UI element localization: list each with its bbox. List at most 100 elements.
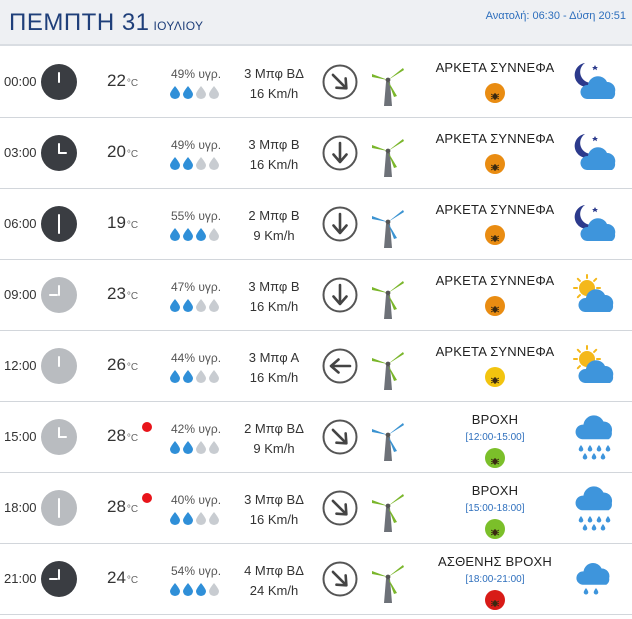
clock-hour-hand (58, 285, 60, 296)
clock-hour-hand (58, 427, 60, 438)
forecast-time: 21:00 (4, 571, 37, 586)
forecast-row: 18:00 28°C 40% υγρ. 3 Μπφ ΒΔ 16 Km/h ΒΡΟΧΗ [15… (0, 473, 632, 544)
temperature: 20°C (107, 142, 138, 162)
wind-direction-arrow-icon (322, 419, 358, 455)
forecast-time: 18:00 (4, 500, 37, 515)
wind-direction-arrow-icon (322, 206, 358, 242)
water-drop-icon (209, 512, 219, 525)
insect-risk-badge-icon[interactable] (485, 296, 505, 316)
water-drop-icon (170, 228, 180, 241)
wind-info: 3 Μπφ Α 16 Km/h (232, 348, 316, 388)
sun-cloud-icon (571, 272, 617, 318)
temperature-value: 28 (107, 497, 126, 516)
water-drop-icon (196, 370, 206, 383)
condition-label: ΑΡΚΕΤΑ ΣΥΝΝΕΦΑ (435, 344, 555, 359)
wind-info: 2 Μπφ Β 9 Km/h (232, 206, 316, 246)
humidity-drops (170, 228, 226, 242)
insect-risk-badge-icon[interactable] (485, 367, 505, 387)
water-drop-icon (209, 299, 219, 312)
temperature: 28°C (107, 497, 138, 517)
humidity-drops (170, 299, 226, 313)
clock-hour-hand (58, 498, 60, 509)
clock-hour-hand (58, 72, 60, 83)
water-drop-icon (209, 86, 219, 99)
clock-icon (41, 64, 77, 100)
insect-risk-badge-icon[interactable] (485, 83, 505, 103)
water-drop-icon (196, 512, 206, 525)
wind-info: 3 Μπφ ΒΔ 16 Km/h (232, 490, 316, 530)
temperature-value: 22 (107, 71, 126, 90)
temperature: 26°C (107, 355, 138, 375)
wind-force: 3 Μπφ Β (248, 137, 300, 152)
temperature: 28°C (107, 426, 138, 446)
temperature-value: 20 (107, 142, 126, 161)
temperature: 22°C (107, 71, 138, 91)
clock-minute-hand (58, 152, 67, 154)
humidity-drops (170, 370, 226, 384)
temperature-value: 23 (107, 284, 126, 303)
humidity-label: 42% υγρ. (171, 422, 222, 436)
insect-risk-badge-icon[interactable] (485, 225, 505, 245)
condition-label: ΑΡΚΕΤΑ ΣΥΝΝΕΦΑ (435, 60, 555, 75)
water-drop-icon (196, 86, 206, 99)
temperature-value: 26 (107, 355, 126, 374)
insect-risk-badge-icon[interactable] (485, 448, 505, 468)
alert-dot-icon[interactable] (142, 493, 152, 503)
wind-force: 3 Μπφ Β (248, 279, 300, 294)
bug-icon (490, 88, 500, 100)
insect-risk-badge-icon[interactable] (485, 154, 505, 174)
weather-condition: ΑΡΚΕΤΑ ΣΥΝΝΕΦΑ (420, 60, 570, 108)
sun-cloud-icon (571, 343, 617, 389)
forecast-row: 21:00 24°C 54% υγρ. 4 Μπφ ΒΔ 24 Km/h ΑΣΘΕΝΗΣ … (0, 544, 632, 615)
wind-turbine-icon (370, 273, 406, 319)
clock-icon (41, 490, 77, 526)
humidity-label: 40% υγρ. (171, 493, 222, 507)
wind-turbine-icon (370, 60, 406, 106)
water-drop-icon (170, 583, 180, 596)
insect-risk-badge-icon[interactable] (485, 590, 505, 610)
clock-hour-hand (58, 569, 60, 580)
moon-cloud-icon (571, 201, 617, 247)
temperature: 23°C (107, 284, 138, 304)
bug-icon (490, 453, 500, 465)
bug-icon (490, 595, 500, 607)
humidity-label: 49% υγρ. (171, 138, 222, 152)
insect-risk-badge-icon[interactable] (485, 519, 505, 539)
temperature-value: 28 (107, 426, 126, 445)
wind-direction-arrow-icon (322, 64, 358, 100)
wind-speed: 9 Km/h (253, 441, 295, 456)
condition-label: ΒΡΟΧΗ (471, 483, 519, 498)
clock-icon (41, 135, 77, 171)
wind-speed: 16 Km/h (249, 299, 299, 314)
clock-icon (41, 419, 77, 455)
condition-label: ΑΣΘΕΝΗΣ ΒΡΟΧΗ (437, 554, 553, 569)
water-drop-icon (183, 228, 193, 241)
alert-dot-icon[interactable] (142, 422, 152, 432)
water-drop-icon (170, 370, 180, 383)
water-drop-icon (209, 441, 219, 454)
clock-icon (41, 277, 77, 313)
wind-force: 3 Μπφ Α (248, 350, 300, 365)
moon-cloud-icon (571, 130, 617, 176)
wind-force: 3 Μπφ ΒΔ (244, 66, 304, 81)
wind-direction-arrow-icon (322, 490, 358, 526)
condition-time-range: [18:00-21:00] (465, 574, 525, 585)
page-title: ΠΕΜΠΤΗ 31 ΙΟΥΛΙΟΥ (9, 9, 203, 37)
wind-force: 4 Μπφ ΒΔ (244, 563, 304, 578)
water-drop-icon (183, 299, 193, 312)
forecast-time: 12:00 (4, 358, 37, 373)
water-drop-icon (183, 370, 193, 383)
clock-hour-hand (58, 143, 60, 154)
forecast-row: 15:00 28°C 42% υγρ. 2 Μπφ ΒΔ 9 Km/h ΒΡΟΧΗ [12:… (0, 402, 632, 473)
humidity-label: 54% υγρ. (171, 564, 222, 578)
humidity-drops (170, 157, 226, 171)
water-drop-icon (196, 157, 206, 170)
clock-icon (41, 561, 77, 597)
water-drop-icon (209, 228, 219, 241)
wind-turbine-icon (370, 344, 406, 390)
water-drop-icon (196, 441, 206, 454)
weather-condition: ΑΡΚΕΤΑ ΣΥΝΝΕΦΑ (420, 344, 570, 392)
wind-info: 3 Μπφ Β 16 Km/h (232, 277, 316, 317)
bug-icon (490, 301, 500, 313)
wind-direction-arrow-icon (322, 348, 358, 384)
